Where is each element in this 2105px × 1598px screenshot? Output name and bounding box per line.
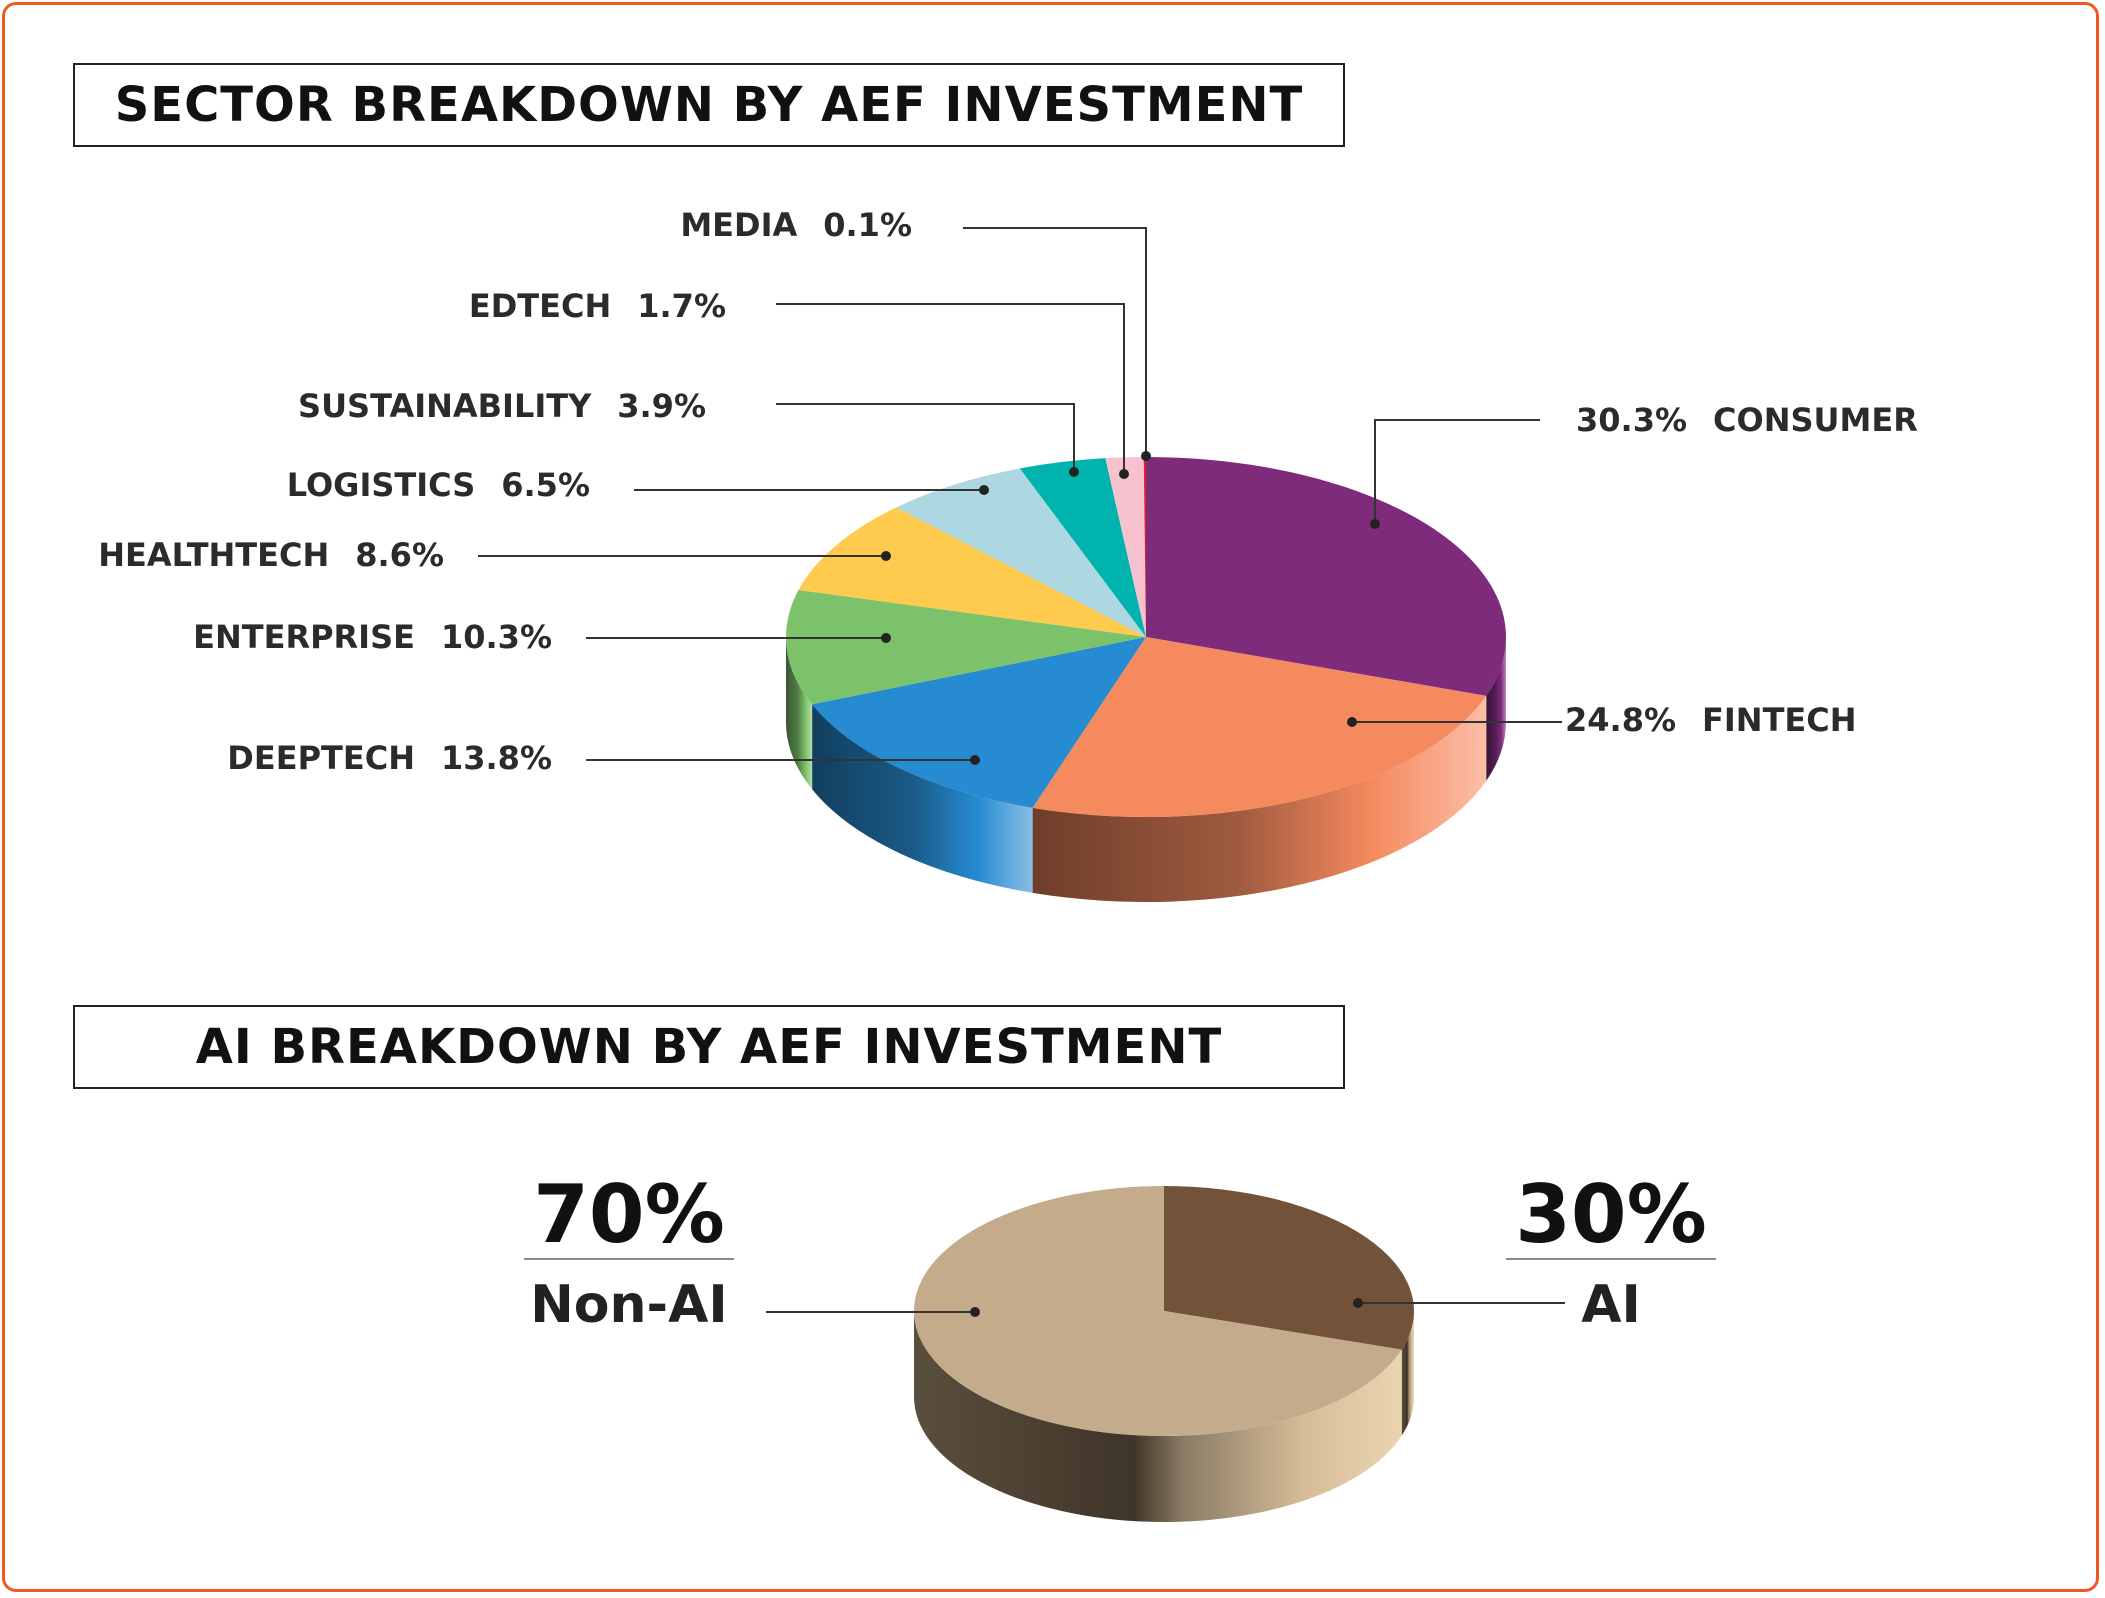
slice-label-media-name: MEDIA [680,206,797,244]
leader-dot-sustainability [1069,467,1079,477]
ai-name-label: AI [1581,1275,1641,1335]
ai-slice-non-ai [913,1186,1402,1437]
sector-slice-fintech [1032,637,1487,818]
slice-label-healthtech-name: HEALTHTECH [98,536,329,574]
slice-label-healthtech-pct: 8.6% [355,536,444,574]
sector-side-deeptech [812,704,1033,893]
leader-dot-consumer [1370,519,1380,529]
ai-side-non-ai [914,1311,1402,1522]
leader-line-edtech [776,303,1125,474]
sector-slice-edtech [1105,457,1146,637]
sector-slice-sustainability [1019,458,1146,637]
sector-pie-labels: 30.3% CONSUMER 24.8% FINTECH DEEPTECH 13.8% EN… [98,206,1918,777]
sector-slice-logistics [896,468,1146,637]
slice-label-consumer-pct: 30.3% [1576,401,1687,439]
non-ai-percent-label: 70% [533,1168,724,1261]
sector-chart-title: SECTOR BREAKDOWN BY AEF INVESTMENT [73,63,1345,147]
leader-dot-media [1141,451,1151,461]
slice-label-logistics-pct: 6.5% [501,466,590,504]
slice-label-fintech: 24.8% FINTECH [1565,701,1857,739]
slice-label-edtech-name: EDTECH [469,287,611,325]
leader-line-media [963,227,1147,456]
leader-line-sustainability [776,403,1075,472]
slice-label-sustainability: SUSTAINABILITY 3.9% [298,387,706,425]
slice-label-fintech-pct: 24.8% [1565,701,1676,739]
slice-label-media-pct: 0.1% [823,206,912,244]
leader-dot-fintech [1347,717,1357,727]
ai-percent-label: 30% [1515,1168,1706,1261]
slice-label-enterprise-name: ENTERPRISE [193,618,415,656]
sector-side-consumer [1486,637,1506,781]
slice-label-media: MEDIA 0.1% [680,206,912,244]
leader-dot-enterprise [881,633,891,643]
sector-slice-consumer [1146,457,1506,696]
leader-dot-edtech [1119,469,1129,479]
slice-label-fintech-name: FINTECH [1702,701,1857,739]
slice-label-enterprise-pct: 10.3% [441,618,552,656]
slice-label-consumer-name: CONSUMER [1713,401,1918,439]
slice-label-consumer: 30.3% CONSUMER [1576,401,1918,439]
slice-label-deeptech-pct: 13.8% [441,739,552,777]
slice-label-sustainability-name: SUSTAINABILITY [298,387,592,425]
sector-slice-healthtech [798,507,1146,637]
sector-side-enterprise [786,637,813,790]
slice-label-deeptech: DEEPTECH 13.8% [227,739,552,777]
ai-side-ai [1401,1311,1414,1436]
slice-label-logistics-name: LOGISTICS [287,466,476,504]
ai-slice-ai [1164,1186,1414,1350]
sector-pie-chart [785,456,1506,903]
non-ai-name-label: Non-AI [530,1275,727,1335]
ai-pie-chart [913,1186,1414,1522]
slice-label-logistics: LOGISTICS 6.5% [287,466,590,504]
leader-dot-non-ai [970,1307,980,1317]
slice-label-edtech: EDTECH 1.7% [469,287,726,325]
ai-pie-labels: 30% AI 70% Non-AI [524,1168,1716,1335]
slice-label-enterprise: ENTERPRISE 10.3% [193,618,552,656]
leader-dot-ai [1353,1298,1363,1308]
leader-line-consumer [1374,419,1540,524]
slice-label-deeptech-name: DEEPTECH [227,739,415,777]
ai-chart-title: AI BREAKDOWN BY AEF INVESTMENT [73,1005,1345,1089]
sector-side-fintech [1032,695,1487,903]
leader-dot-deeptech [970,755,980,765]
leader-dot-logistics [979,485,989,495]
sector-slice-media [1143,456,1146,637]
sector-slice-deeptech [812,637,1146,808]
slice-label-sustainability-pct: 3.9% [617,387,706,425]
sector-slice-enterprise [785,590,1146,705]
slice-label-healthtech: HEALTHTECH 8.6% [98,536,444,574]
leader-dot-healthtech [881,551,891,561]
slice-label-edtech-pct: 1.7% [637,287,726,325]
